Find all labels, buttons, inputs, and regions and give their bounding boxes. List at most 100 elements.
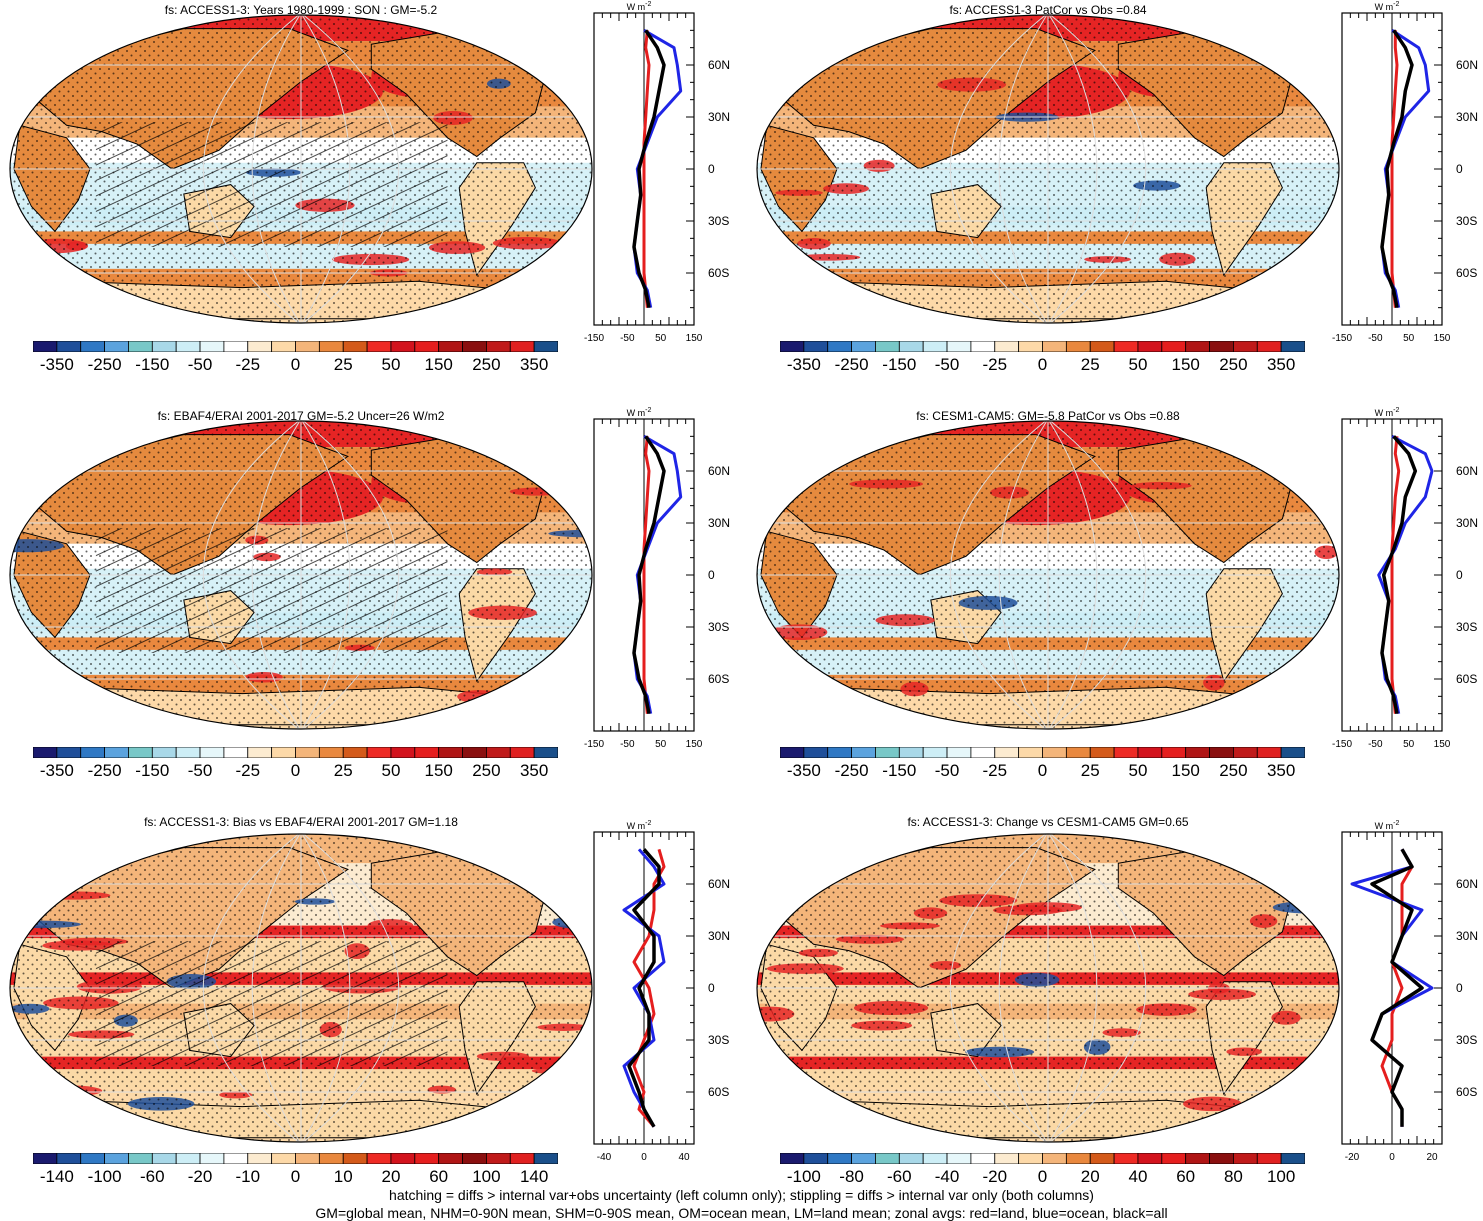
colorbar-swatch bbox=[80, 341, 105, 352]
colorbar-tick-label: 100 bbox=[472, 1167, 501, 1186]
colorbar-tick-label: -250 bbox=[834, 761, 869, 780]
colorbar-tick-label: 350 bbox=[519, 761, 549, 780]
zonal-lat-label: 30S bbox=[708, 214, 729, 228]
zonal-mean-plot: 60N 30N 0 30S 60S -40 0 40 W m-2 bbox=[593, 820, 730, 1163]
zonal-line-all bbox=[632, 435, 666, 715]
colorbar bbox=[33, 341, 558, 352]
colorbar-tick-label: -10 bbox=[235, 1167, 261, 1186]
colorbar-tick-label: 25 bbox=[1080, 761, 1100, 780]
colorbar-swatch bbox=[1042, 747, 1067, 758]
colorbar-swatch bbox=[1161, 747, 1187, 758]
colorbar-tick-label: 25 bbox=[1080, 355, 1100, 374]
colorbar-tick-label: 150 bbox=[1171, 355, 1200, 374]
zonal-lat-label: 60N bbox=[1456, 464, 1478, 478]
colorbar-swatch bbox=[922, 1153, 948, 1164]
colorbar-swatch bbox=[1089, 341, 1115, 352]
colorbar-tick-label: 250 bbox=[1219, 761, 1248, 780]
zonal-lat-label: 30S bbox=[1456, 1033, 1477, 1047]
map-field bbox=[757, 15, 1339, 323]
zonal-lat-label: 60S bbox=[708, 672, 729, 686]
map-outline bbox=[9, 833, 593, 1143]
colorbar-tick-label: 350 bbox=[1266, 355, 1296, 374]
colorbar-swatch bbox=[462, 1153, 487, 1164]
colorbar-swatch bbox=[318, 747, 344, 758]
zonal-unit-label: W m-2 bbox=[1375, 1, 1400, 12]
zonal-x-tick-label: 50 bbox=[655, 333, 667, 344]
colorbar-swatch bbox=[151, 1153, 177, 1164]
map-plot bbox=[756, 420, 1340, 730]
colorbar-swatch bbox=[994, 747, 1020, 758]
zonal-unit-label: W m-2 bbox=[627, 820, 652, 831]
zonal-x-tick-label: 50 bbox=[1403, 333, 1415, 344]
colorbar-tick-label: 0 bbox=[1037, 355, 1048, 374]
zonal-line-all bbox=[1380, 29, 1414, 309]
zonal-lat-label: 60N bbox=[1456, 58, 1478, 72]
colorbar-swatch bbox=[780, 341, 805, 352]
colorbar-swatch bbox=[827, 341, 852, 352]
colorbar-swatch bbox=[827, 747, 852, 758]
colorbar-swatch bbox=[295, 1153, 320, 1164]
footer-line-1: hatching = diffs > internal var+obs unce… bbox=[389, 1187, 1094, 1203]
colorbar-tick-label: 140 bbox=[519, 1167, 549, 1186]
colorbar-tick-label: 250 bbox=[472, 761, 501, 780]
zonal-x-tick-label: 40 bbox=[678, 1152, 690, 1163]
colorbar-swatch bbox=[898, 1153, 924, 1164]
zonal-x-tick-label: 150 bbox=[1434, 333, 1451, 344]
colorbar-tick-label: 25 bbox=[333, 355, 353, 374]
colorbar-swatch bbox=[56, 1153, 82, 1164]
zonal-lat-label: 60S bbox=[1456, 672, 1477, 686]
colorbar-swatch bbox=[898, 747, 924, 758]
colorbar-swatch bbox=[1089, 747, 1115, 758]
colorbar-swatch bbox=[1233, 1153, 1258, 1164]
zonal-lat-label: 0 bbox=[1456, 981, 1463, 995]
zonal-lat-label: 30S bbox=[708, 1033, 729, 1047]
colorbar-tick-label: -350 bbox=[786, 761, 821, 780]
colorbar-swatch bbox=[1233, 747, 1258, 758]
colorbar-tick-label: -350 bbox=[786, 355, 821, 374]
colorbar-swatch bbox=[780, 1153, 805, 1164]
colorbar-tick-label: -50 bbox=[187, 761, 213, 780]
zonal-lat-label: 0 bbox=[708, 162, 715, 176]
colorbar-tick-label: -140 bbox=[39, 1167, 74, 1186]
colorbar-tick-label: -50 bbox=[187, 355, 213, 374]
zonal-x-tick-label: -50 bbox=[1368, 739, 1383, 750]
colorbar-swatch bbox=[875, 747, 900, 758]
colorbar-swatch bbox=[1089, 1153, 1115, 1164]
zonal-lat-label: 60N bbox=[708, 877, 730, 891]
zonal-unit-label: W m-2 bbox=[627, 407, 652, 418]
map-outline bbox=[756, 420, 1340, 730]
zonal-x-tick-label: -50 bbox=[620, 739, 635, 750]
colorbar-tick-label: -250 bbox=[87, 355, 122, 374]
colorbar-tick-label: -150 bbox=[135, 355, 170, 374]
colorbar-tick-label: 0 bbox=[1037, 761, 1048, 780]
colorbar-tick-label: 150 bbox=[424, 761, 453, 780]
colorbar-tick-label: -20 bbox=[187, 1167, 213, 1186]
map-field bbox=[757, 834, 1339, 1142]
colorbar-swatch bbox=[175, 341, 201, 352]
colorbar-swatch bbox=[1256, 1153, 1282, 1164]
colorbar-swatch bbox=[486, 341, 511, 352]
zonal-x-tick-label: -150 bbox=[1332, 333, 1352, 344]
colorbar-tick-label: 50 bbox=[1128, 355, 1148, 374]
zonal-line-all bbox=[627, 848, 661, 1128]
zonal-x-tick-label: 50 bbox=[655, 739, 667, 750]
colorbar-swatch bbox=[1185, 747, 1210, 758]
colorbar-tick-label: 50 bbox=[381, 761, 401, 780]
colorbar-swatch bbox=[271, 1153, 296, 1164]
colorbar-tick-label: 100 bbox=[1266, 1167, 1296, 1186]
colorbar-swatch bbox=[1042, 1153, 1067, 1164]
colorbar-swatch bbox=[827, 1153, 852, 1164]
colorbar-swatch bbox=[199, 341, 225, 352]
colorbar-tick-label: 0 bbox=[290, 355, 301, 374]
colorbar-swatch bbox=[898, 341, 924, 352]
map-outline bbox=[756, 833, 1340, 1143]
colorbar-tick-label: -50 bbox=[934, 355, 960, 374]
colorbar-swatch bbox=[1113, 341, 1139, 352]
panel-title: fs: CESM1-CAM5: GM=-5.8 PatCor vs Obs =0… bbox=[916, 409, 1180, 423]
colorbar-tick-label: 350 bbox=[519, 355, 549, 374]
colorbar-swatch bbox=[946, 341, 972, 352]
map-plot bbox=[756, 14, 1340, 324]
zonal-lat-label: 30N bbox=[1456, 110, 1478, 124]
zonal-lat-label: 60N bbox=[1456, 877, 1478, 891]
colorbar-swatch bbox=[223, 747, 249, 758]
